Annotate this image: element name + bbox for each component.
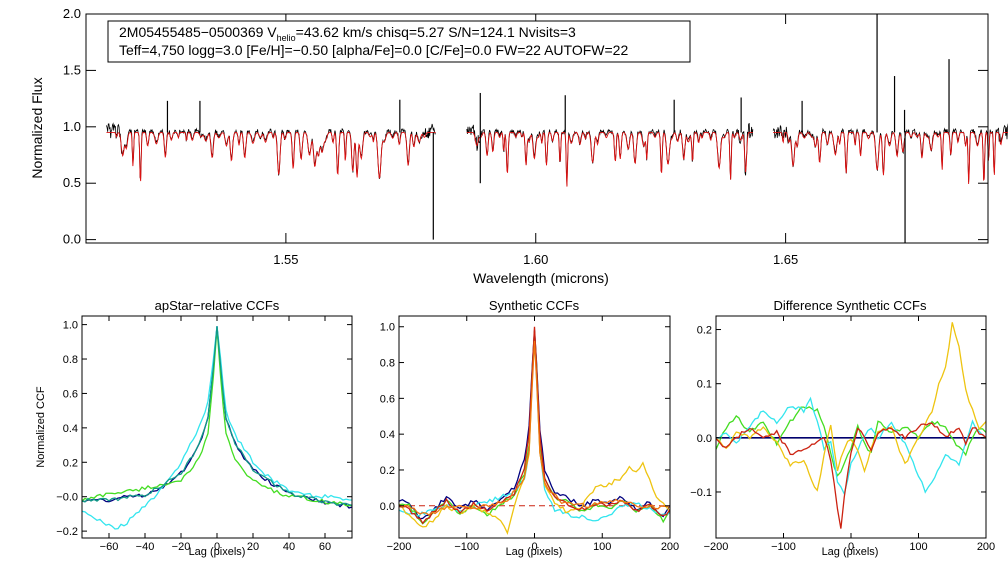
- synthetic-ccf-series-cyan: [398, 335, 671, 522]
- apstar-ccf-series-cyan: [81, 326, 353, 530]
- apstar-ccf-series-layer: [81, 326, 353, 530]
- x-tick-label: 1.60: [523, 252, 548, 267]
- y-tick-label: 2.0: [63, 6, 81, 21]
- y-tick-label: 0.2: [697, 325, 712, 337]
- y-tick-label: 0.1: [697, 379, 712, 391]
- x-tick-label: −60: [100, 541, 119, 553]
- synthetic-ccf-series-orange: [398, 341, 671, 516]
- synthetic-ccf-panel: Synthetic CCFs −200 −100 0 100 200 0.0 0.2 0.4 0…: [380, 298, 679, 558]
- x-tick-label: 0: [214, 541, 220, 553]
- y-tick-label: 0.0: [380, 501, 395, 513]
- model-spectrum-chip-2: [466, 131, 753, 187]
- x-tick-label: 20: [247, 541, 259, 553]
- difference-ccf-x-axis-label: Lag (pixels): [822, 546, 879, 558]
- y-tick-label: 0.0: [63, 232, 81, 247]
- apstar-ccf-series-navy: [81, 326, 353, 509]
- difference-ccf-series-layer: [715, 322, 987, 529]
- y-tick-label: 0.2: [380, 465, 395, 477]
- difference-ccf-ticks: −200 −100 0 100 200 −0.1 0.0 0.1 0.2: [690, 316, 995, 553]
- spectrum-series-layer: [106, 14, 1008, 243]
- difference-ccf-title: Difference Synthetic CCFs: [774, 298, 927, 313]
- spectrum-plot-frame: [85, 13, 989, 244]
- x-tick-label: 60: [319, 541, 331, 553]
- y-tick-label: 1.0: [63, 119, 81, 134]
- info-line-1: 2M05455485−0500369 Vhelio=43.62 km/s chi…: [119, 24, 576, 43]
- difference-ccf-series-green: [715, 406, 987, 477]
- apstar-ccf-ticks: −60 −40 −20 0 20 40 60 −0.2 −0.0 0.2 0.4 0.6 0.8 1.0: [56, 316, 352, 553]
- x-tick-label: −200: [387, 541, 412, 553]
- difference-ccf-series-cyan: [715, 396, 987, 496]
- y-tick-label: −0.0: [56, 492, 78, 504]
- y-tick-label: 0.6: [380, 393, 395, 405]
- y-tick-label: 0.5: [63, 175, 81, 190]
- info-star-velocity: 2M05455485−0500369 V: [119, 24, 277, 40]
- spectrum-ticks: 1.55 1.60 1.65 0.0 0.5 1.0 1.5 2.0: [63, 6, 988, 267]
- x-tick-label: −100: [454, 541, 479, 553]
- synthetic-ccf-series-red: [398, 326, 671, 525]
- x-tick-label: 100: [593, 541, 611, 553]
- y-tick-label: −0.1: [690, 487, 712, 499]
- x-tick-label: −20: [172, 541, 191, 553]
- spectrum-y-axis-label: Normalized Flux: [29, 77, 45, 178]
- x-tick-label: −40: [136, 541, 155, 553]
- y-tick-label: 1.5: [63, 62, 81, 77]
- apstar-ccf-series-green: [81, 328, 353, 507]
- spectrum-info-box: 2M05455485−0500369 Vhelio=43.62 km/s chi…: [107, 20, 691, 63]
- difference-ccf-series-red: [715, 422, 987, 529]
- y-tick-label: 1.0: [63, 320, 78, 332]
- apstar-ccf-panel: apStar−relative CCFs −60 −40 −20 0 20 40 60 −0.…: [35, 298, 353, 558]
- apstar-ccf-series-teal: [81, 326, 353, 506]
- x-tick-label: 0: [848, 541, 854, 553]
- spectrum-panel: 1.55 1.60 1.65 0.0 0.5 1.0 1.5 2.0 2M05455485−0…: [29, 6, 1008, 286]
- synthetic-ccf-ticks: −200 −100 0 100 200 0.0 0.2 0.4 0.6 0.8 1.0: [380, 316, 679, 553]
- x-tick-label: 40: [283, 541, 295, 553]
- y-tick-label: 0.4: [380, 429, 395, 441]
- apstar-ccf-plot-frame: [81, 315, 353, 539]
- synthetic-ccf-series-navy: [398, 330, 671, 520]
- model-spectrum-chip-1: [106, 131, 436, 182]
- info-line-2: Teff=4,750 logg=3.0 [Fe/H]=−0.50 [alpha/…: [119, 42, 628, 58]
- observed-spectrum-chip-1: [106, 122, 436, 180]
- info-helio-subscript: helio: [277, 33, 296, 43]
- model-spectrum-chip-3: [773, 131, 1008, 185]
- apstar-ccf-title: apStar−relative CCFs: [155, 298, 280, 313]
- x-tick-label: 1.55: [273, 252, 298, 267]
- y-tick-label: −0.2: [56, 526, 78, 538]
- apstar-ccf-x-axis-label: Lag (pixels): [189, 546, 246, 558]
- info-box-frame: [107, 20, 691, 63]
- info-fit-stats: =43.62 km/s chisq=5.27 S/N=124.1 Nvisits…: [296, 24, 576, 40]
- x-tick-label: 0: [531, 541, 537, 553]
- y-tick-label: 0.8: [380, 358, 395, 370]
- synthetic-ccf-title: Synthetic CCFs: [489, 298, 580, 313]
- spectrum-x-axis-label: Wavelength (microns): [473, 270, 609, 286]
- y-tick-label: 0.8: [63, 354, 78, 366]
- apstar-ccf-y-axis-label: Normalized CCF: [35, 386, 47, 468]
- x-tick-label: −100: [771, 541, 796, 553]
- synthetic-ccf-x-axis-label: Lag (pixels): [506, 546, 563, 558]
- x-tick-label: 200: [977, 541, 995, 553]
- x-tick-label: −200: [704, 541, 729, 553]
- x-tick-label: 200: [661, 541, 679, 553]
- x-tick-label: 100: [909, 541, 927, 553]
- y-tick-label: 1.0: [380, 322, 395, 334]
- x-tick-label: 1.65: [773, 252, 798, 267]
- difference-ccf-series-gold: [715, 322, 987, 492]
- y-tick-label: 0.2: [63, 457, 78, 469]
- synthetic-ccf-series-green: [398, 332, 671, 525]
- difference-ccf-panel: Difference Synthetic CCFs −200 −100 0 100 20…: [690, 298, 995, 558]
- y-tick-label: 0.6: [63, 388, 78, 400]
- y-tick-label: 0.4: [63, 423, 78, 435]
- synthetic-ccf-series-layer: [398, 326, 671, 535]
- y-tick-label: 0.0: [697, 433, 712, 445]
